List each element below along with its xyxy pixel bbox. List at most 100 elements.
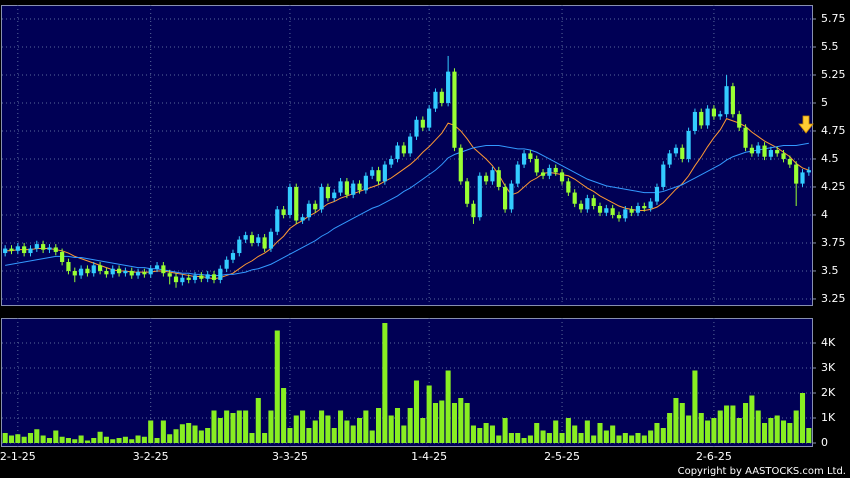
candle-body — [673, 147, 679, 154]
candle-body — [718, 114, 723, 117]
volume-bar — [274, 330, 280, 443]
candle-body — [319, 186, 324, 210]
volume-bar — [553, 420, 559, 443]
x-tick-label: 1-4-25 — [411, 450, 447, 463]
candle-body — [490, 170, 495, 182]
volume-bar — [515, 433, 521, 443]
volume-bar — [686, 415, 692, 443]
candle-body — [281, 209, 286, 215]
candle-body — [737, 114, 742, 128]
candle-body — [22, 246, 27, 254]
candle-body — [699, 111, 704, 126]
volume-bar — [141, 436, 147, 443]
candle-body — [28, 248, 33, 254]
volume-bar — [451, 403, 457, 443]
volume-bar — [534, 423, 540, 443]
candle-body — [72, 270, 77, 276]
volume-bar — [407, 408, 413, 443]
volume-bar — [287, 428, 293, 443]
volume-bar — [439, 400, 445, 443]
volume-bar — [458, 398, 464, 443]
price-panel — [1, 5, 813, 306]
candle-body — [389, 158, 394, 165]
y-tick-label: 5.5 — [821, 40, 839, 53]
y-tick-label: 4.25 — [821, 180, 846, 193]
candle-body — [97, 265, 103, 271]
y-tick-label: 5.75 — [821, 12, 846, 25]
candle-body — [249, 235, 255, 243]
candle-body — [572, 192, 577, 204]
candle-body — [768, 150, 773, 157]
candle-body — [661, 164, 666, 187]
volume-bar — [72, 439, 78, 443]
candle-body — [794, 164, 799, 184]
candle-body — [502, 186, 508, 210]
volume-bar — [806, 428, 812, 443]
volume-bar — [420, 418, 426, 443]
volume-bar — [489, 425, 495, 443]
candle-body — [363, 175, 368, 191]
volume-bar — [578, 433, 584, 443]
y-tick-label: 3.75 — [821, 236, 846, 249]
candle-body — [547, 167, 552, 176]
copyright: Copyright by AASTOCKS.com Ltd. — [678, 466, 846, 477]
candle-body — [730, 86, 735, 115]
candle-body — [534, 158, 539, 173]
volume-bar — [432, 403, 439, 443]
candle-body — [623, 209, 628, 219]
volume-bar — [306, 428, 312, 443]
candle-body — [654, 186, 660, 202]
candle-body — [199, 275, 204, 279]
candle-body — [578, 203, 584, 210]
candle-body — [9, 248, 14, 251]
y-tick-label: 4.5 — [821, 152, 839, 165]
volume-bar — [692, 370, 698, 443]
volume-bar — [667, 413, 673, 443]
candle-body — [762, 145, 767, 157]
volume-bar — [743, 403, 749, 443]
candle-body — [325, 186, 330, 199]
candle-body — [230, 253, 236, 260]
volume-bar — [705, 420, 711, 443]
volume-bar — [192, 425, 198, 443]
y-tick-label: 4K — [821, 336, 836, 349]
candle-body — [192, 275, 198, 280]
volume-bar — [97, 431, 103, 443]
candle-body — [224, 259, 229, 269]
candle-body — [395, 145, 400, 159]
candle-body — [129, 270, 134, 276]
volume-bar — [654, 423, 660, 443]
volume-bar — [793, 410, 799, 443]
volume-bar — [344, 420, 350, 443]
candle-body — [458, 147, 463, 182]
candle-body — [496, 170, 501, 187]
volume-bar — [616, 435, 622, 443]
volume-bar — [331, 428, 337, 443]
volume-bar — [217, 418, 223, 443]
candle-body — [351, 183, 356, 195]
candle-body — [116, 268, 122, 274]
volume-bar — [483, 423, 489, 443]
candle-body — [123, 270, 128, 274]
volume-bar — [787, 423, 793, 443]
volume-bar — [521, 438, 527, 443]
candle-body — [161, 265, 166, 274]
candle-body — [218, 268, 223, 280]
x-tick-label: 2-6-25 — [696, 450, 732, 463]
candle-body — [585, 198, 590, 210]
y-tick-label: 4.75 — [821, 124, 846, 137]
candle-body — [338, 181, 343, 193]
volume-bar — [300, 410, 306, 443]
x-tick-label: 3-2-25 — [133, 450, 169, 463]
candle-body — [465, 181, 470, 204]
candle-body — [287, 186, 293, 215]
candle-body — [420, 119, 425, 128]
candle-body — [648, 201, 653, 209]
volume-bar — [338, 410, 344, 443]
candle-body — [66, 261, 71, 271]
volume-bar — [641, 435, 647, 443]
y-tick-label: 3.25 — [821, 292, 846, 305]
volume-bar — [53, 430, 59, 443]
x-tick-label: 2-1-25 — [0, 450, 36, 463]
candle-body — [484, 175, 489, 182]
